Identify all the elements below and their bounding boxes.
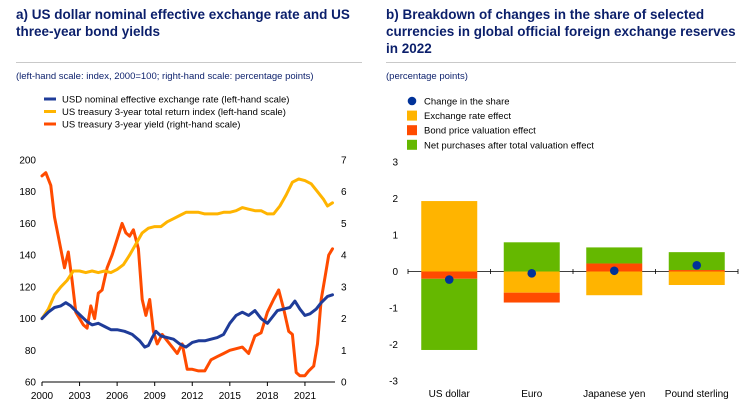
bar-segment — [503, 271, 560, 293]
right-y-tick-label: 1 — [341, 346, 347, 357]
legend-swatch — [407, 96, 417, 106]
category-label: Pound sterling — [665, 389, 729, 400]
panel-a-title-rule — [16, 62, 362, 63]
change-in-share-dot — [609, 266, 619, 276]
y-tick-label: 3 — [392, 158, 398, 169]
y-tick-label: 2 — [392, 194, 398, 205]
x-tick-label: 2003 — [68, 391, 91, 402]
left-y-tick-label: 160 — [19, 219, 36, 230]
right-y-tick-label: 3 — [341, 282, 347, 293]
bar-segment — [421, 201, 478, 272]
legend-label: Net purchases after total valuation effe… — [424, 140, 594, 151]
x-tick-label: 2000 — [31, 391, 54, 402]
bar-segment — [421, 271, 478, 279]
series-line-total-return — [40, 177, 334, 321]
right-y-tick-label: 2 — [341, 314, 347, 325]
legend-label: Change in the share — [424, 97, 510, 108]
bar-segment — [668, 271, 725, 286]
y-tick-label: -3 — [389, 377, 398, 388]
right-y-tick-label: 4 — [341, 251, 347, 262]
x-tick-label: 2012 — [181, 391, 204, 402]
right-y-tick-label: 0 — [341, 378, 347, 389]
bar-segment — [503, 242, 560, 272]
legend-label: USD nominal effective exchange rate (lef… — [62, 95, 289, 106]
panel-a-subtitle: (left-hand scale: index, 2000=100; right… — [16, 71, 314, 82]
bar-segment — [421, 278, 478, 350]
left-y-tick-label: 200 — [19, 156, 36, 167]
y-tick-label: -1 — [389, 304, 398, 315]
series-line-yield — [40, 171, 334, 378]
x-tick-label: 2015 — [219, 391, 242, 402]
panel-b-title-rule — [386, 62, 736, 63]
panel-b-subtitle: (percentage points) — [386, 71, 468, 82]
bar-segment — [668, 270, 725, 272]
y-tick-label: 1 — [392, 231, 398, 242]
panel-a-title: a) US dollar nominal effective exchange … — [16, 7, 350, 39]
right-y-tick-label: 7 — [341, 156, 347, 167]
left-y-tick-label: 140 — [19, 251, 36, 262]
legend-swatch — [407, 125, 417, 136]
left-y-tick-label: 80 — [25, 346, 37, 357]
bar-segment — [503, 292, 560, 303]
y-tick-label: 0 — [392, 267, 398, 278]
legend-label: US treasury 3-year total return index (l… — [62, 107, 286, 118]
y-tick-label: -2 — [389, 340, 398, 351]
category-label: Japanese yen — [583, 389, 645, 400]
right-y-tick-label: 5 — [341, 219, 347, 230]
x-tick-label: 2018 — [256, 391, 279, 402]
x-tick-label: 2006 — [106, 391, 129, 402]
category-label: US dollar — [429, 389, 471, 400]
left-y-tick-label: 180 — [19, 187, 36, 198]
legend-label: Exchange rate effect — [424, 111, 511, 122]
legend-swatch — [407, 110, 417, 121]
change-in-share-dot — [527, 269, 537, 278]
legend-label: Bond price valuation effect — [424, 126, 536, 137]
left-y-tick-label: 60 — [25, 378, 37, 389]
bar-segment — [586, 247, 643, 264]
left-y-tick-label: 100 — [19, 314, 36, 325]
series-line-usd-neer — [40, 293, 334, 349]
change-in-share-dot — [692, 260, 702, 270]
x-tick-label: 2009 — [144, 391, 167, 402]
panel-b-title: b) Breakdown of changes in the share of … — [386, 7, 736, 56]
left-y-tick-label: 120 — [19, 282, 36, 293]
bar-segment — [586, 271, 643, 296]
x-tick-label: 2021 — [294, 391, 317, 402]
legend-swatch — [407, 139, 417, 150]
legend-label: US treasury 3-year yield (right-hand sca… — [62, 120, 240, 131]
right-y-tick-label: 6 — [341, 187, 347, 198]
change-in-share-dot — [444, 275, 454, 284]
category-label: Euro — [521, 389, 543, 400]
